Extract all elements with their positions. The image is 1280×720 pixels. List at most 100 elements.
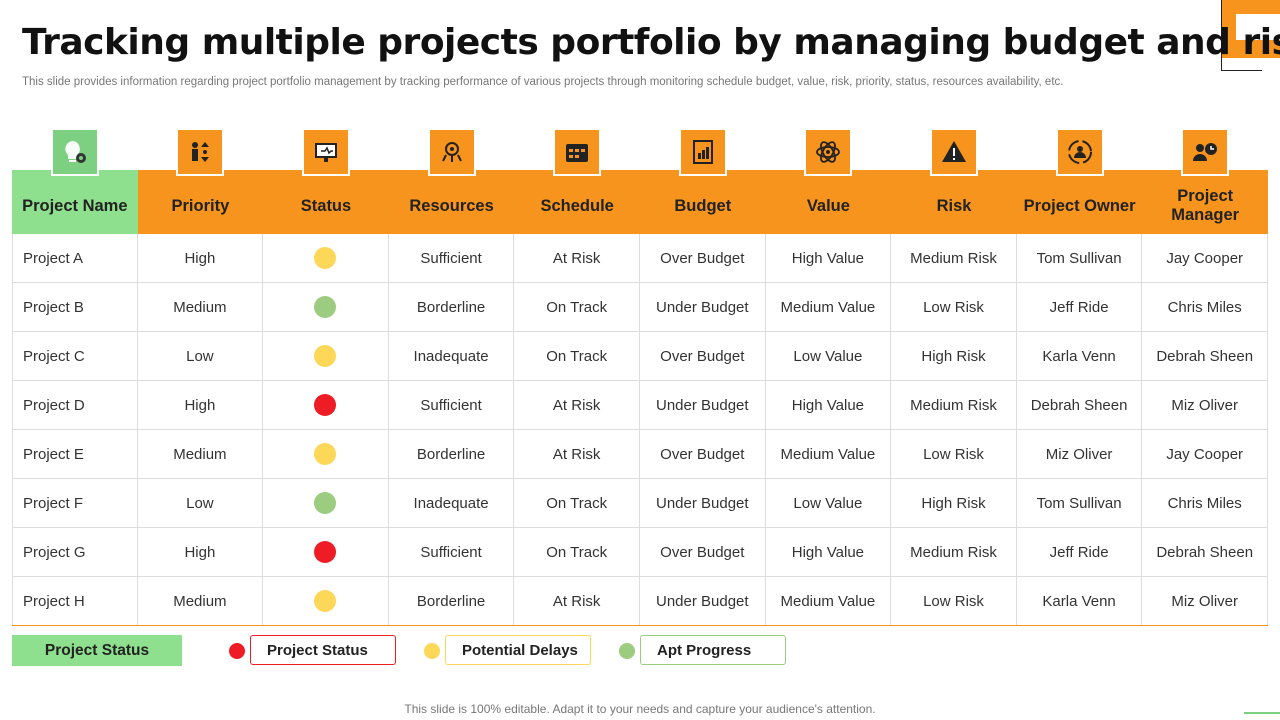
priority-cell: Medium	[138, 283, 264, 331]
name-cell: Project D	[12, 381, 138, 429]
budget-cell: Over Budget	[640, 430, 766, 478]
status-dot-yellow	[314, 247, 337, 269]
name-cell: Project G	[12, 528, 138, 576]
value-cell: Low Value	[766, 479, 892, 527]
header-project-owner: Project Owner	[1023, 196, 1136, 215]
status-cell	[263, 381, 389, 429]
owner-cell: Karla Venn	[1017, 332, 1143, 380]
manager-cell: Jay Cooper	[1142, 234, 1268, 282]
value-cell: Medium Value	[766, 283, 892, 331]
priority-cell: Medium	[138, 577, 264, 625]
table-row: Project C Low Inadequate On Track Over Budge…	[12, 332, 1268, 381]
owner-cycle-icon	[1055, 128, 1104, 176]
value-cell: High Value	[766, 381, 892, 429]
header-icon-row	[12, 128, 1268, 176]
presentation-screen-icon	[302, 128, 350, 176]
name-cell: Project H	[12, 577, 138, 625]
page-subtitle: This slide provides information regardin…	[22, 76, 1064, 88]
lightbulb-gear-icon	[50, 128, 99, 176]
value-cell: High Value	[766, 234, 892, 282]
table-row: Project F Low Inadequate On Track Under Budg…	[12, 479, 1268, 528]
priority-cell: Low	[138, 479, 264, 527]
network-resources-icon	[427, 128, 476, 176]
risk-cell: Medium Risk	[891, 234, 1017, 282]
table-row: Project A High Sufficient At Risk Over Budge…	[12, 234, 1268, 283]
priority-cell: Low	[138, 332, 264, 380]
manager-cell: Chris Miles	[1142, 283, 1268, 331]
header-risk: Risk	[936, 196, 972, 215]
legend-item-red: Project Status	[250, 635, 396, 665]
footer-accent-line	[1244, 712, 1280, 714]
risk-cell: Low Risk	[891, 283, 1017, 331]
budget-cell: Over Budget	[640, 332, 766, 380]
owner-cell: Tom Sullivan	[1017, 234, 1143, 282]
schedule-cell: At Risk	[514, 234, 640, 282]
header-value: Value	[806, 196, 850, 215]
table-row: Project D High Sufficient At Risk Under Budg…	[12, 381, 1268, 430]
header-schedule: Schedule	[540, 196, 614, 215]
name-cell: Project C	[12, 332, 138, 380]
risk-cell: Low Risk	[891, 430, 1017, 478]
calendar-icon	[553, 128, 602, 176]
status-dot-yellow	[314, 443, 337, 465]
status-cell	[263, 332, 389, 380]
legend-item-yellow: Potential Delays	[445, 635, 591, 665]
owner-cell: Miz Oliver	[1017, 430, 1143, 478]
legend-dot-red	[229, 643, 245, 659]
owner-cell: Karla Venn	[1017, 577, 1143, 625]
status-dot-red	[314, 541, 337, 563]
priority-cell: Medium	[138, 430, 264, 478]
header-status: Status	[300, 196, 352, 215]
header-project-manager: Project Manager	[1171, 187, 1240, 224]
risk-cell: Medium Risk	[891, 528, 1017, 576]
table-row: Project E Medium Borderline At Risk Over Bud…	[12, 430, 1268, 479]
risk-cell: Medium Risk	[891, 381, 1017, 429]
owner-cell: Debrah Sheen	[1017, 381, 1143, 429]
corner-decoration	[1221, 0, 1280, 71]
legend-item-green: Apt Progress	[640, 635, 786, 665]
status-cell	[263, 234, 389, 282]
status-cell	[263, 283, 389, 331]
status-cell	[263, 528, 389, 576]
resources-cell: Inadequate	[389, 479, 515, 527]
status-dot-red	[314, 394, 337, 416]
header-project-name: Project Name	[12, 170, 138, 234]
value-cell: Medium Value	[766, 577, 892, 625]
owner-cell: Jeff Ride	[1017, 528, 1143, 576]
table-header-row: Project Name Priority Status Resources Sched…	[12, 170, 1268, 234]
name-cell: Project B	[12, 283, 138, 331]
table-row: Project B Medium Borderline On Track Under B…	[12, 283, 1268, 332]
footer-note: This slide is 100% editable. Adapt it to…	[404, 702, 876, 716]
resources-cell: Borderline	[389, 430, 515, 478]
schedule-cell: On Track	[514, 332, 640, 380]
owner-cell: Jeff Ride	[1017, 283, 1143, 331]
warning-icon	[930, 128, 978, 176]
manager-cell: Miz Oliver	[1142, 577, 1268, 625]
atom-value-icon	[804, 128, 853, 176]
status-dot-yellow	[314, 590, 337, 612]
priority-cell: High	[138, 528, 264, 576]
header-budget: Budget	[674, 196, 732, 215]
legend-dot-yellow	[424, 643, 440, 659]
priority-cell: High	[138, 234, 264, 282]
table-row: Project G High Sufficient On Track Over Budg…	[12, 528, 1268, 577]
manager-cell: Chris Miles	[1142, 479, 1268, 527]
resources-cell: Sufficient	[389, 528, 515, 576]
table-row: Project H Medium Borderline At Risk Under Bu…	[12, 577, 1268, 626]
name-cell: Project E	[12, 430, 138, 478]
legend-title: Project Status	[12, 635, 182, 666]
priority-cell: High	[138, 381, 264, 429]
corner-cutout	[1236, 14, 1280, 40]
manager-cell: Miz Oliver	[1142, 381, 1268, 429]
budget-cell: Under Budget	[640, 577, 766, 625]
table-body: Project A High Sufficient At Risk Over Budge…	[12, 234, 1268, 626]
priority-people-icon	[176, 128, 225, 176]
budget-cell: Under Budget	[640, 381, 766, 429]
schedule-cell: At Risk	[514, 381, 640, 429]
status-legend: Project Status Project Status Potential D…	[12, 635, 1012, 667]
value-cell: Low Value	[766, 332, 892, 380]
budget-cell: Under Budget	[640, 479, 766, 527]
manager-cell: Jay Cooper	[1142, 430, 1268, 478]
status-cell	[263, 430, 389, 478]
schedule-cell: At Risk	[514, 430, 640, 478]
